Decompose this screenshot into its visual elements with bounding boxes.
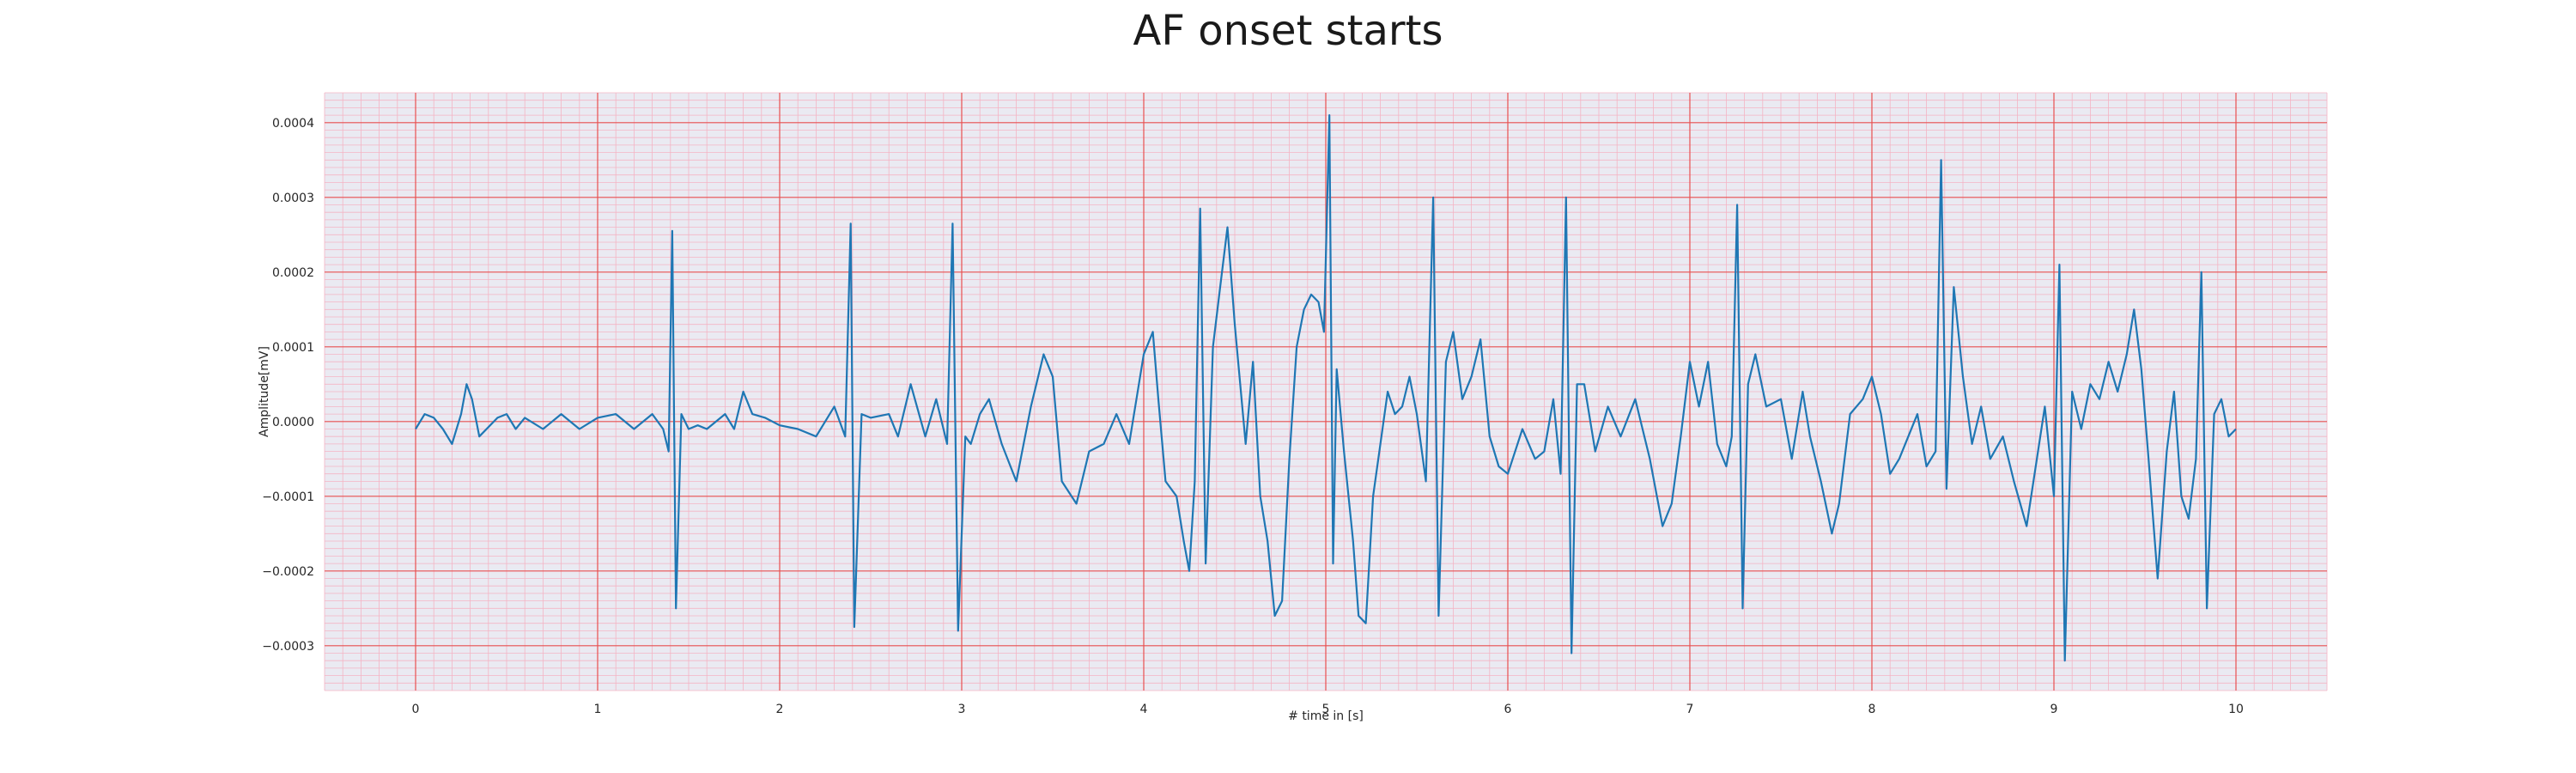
y-tick-label: −0.0001 [262,490,314,504]
ecg-signal-line [415,114,2237,662]
x-tick-label: 7 [1686,703,1694,716]
x-tick-label: 3 [958,703,966,716]
x-tick-label: 8 [1868,703,1876,716]
x-tick-label: 9 [2050,703,2058,716]
y-axis-label: Amplitude[mV] [258,346,271,437]
y-tick-labels: −0.0003 −0.0002 −0.0001 0.0000 0.0001 0.0002 0… [262,117,314,654]
y-tick-label: −0.0002 [262,565,314,579]
y-tick-label: 0.0002 [272,266,314,280]
x-tick-label: 10 [2228,703,2244,716]
x-tick-label: 0 [412,703,420,716]
y-tick-label: 0.0001 [272,341,314,355]
y-tick-label: 0.0000 [272,416,314,429]
y-tick-label: −0.0003 [262,640,314,654]
x-tick-label: 1 [594,703,602,716]
x-tick-label: 6 [1504,703,1512,716]
x-tick-label: 5 [1322,703,1330,716]
y-tick-label: 0.0004 [272,117,314,131]
x-axis-label: # time in [s] [1288,709,1364,723]
x-tick-label: 4 [1140,703,1148,716]
x-tick-label: 2 [776,703,784,716]
y-tick-label: 0.0003 [272,192,314,205]
x-tick-labels: 0 1 2 3 4 5 6 7 8 9 10 [412,703,2244,716]
chart-title: AF onset starts [1133,7,1443,55]
